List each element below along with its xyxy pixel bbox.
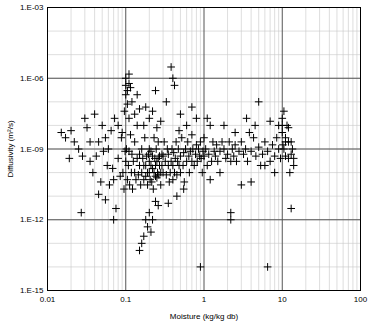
- svg-text:10: 10: [278, 295, 287, 304]
- svg-text:Moisture (kg/kg db): Moisture (kg/kg db): [170, 312, 239, 321]
- svg-text:0.01: 0.01: [40, 295, 56, 304]
- svg-text:1.E-09: 1.E-09: [20, 145, 44, 154]
- svg-text:Diffusivity (m²/s): Diffusivity (m²/s): [6, 120, 15, 178]
- svg-text:1.E-12: 1.E-12: [20, 215, 44, 224]
- svg-text:100: 100: [354, 295, 368, 304]
- svg-text:1.E-03: 1.E-03: [20, 3, 44, 12]
- svg-text:0.1: 0.1: [120, 295, 132, 304]
- svg-text:1: 1: [202, 295, 207, 304]
- svg-text:1.E-06: 1.E-06: [20, 74, 44, 83]
- svg-text:1.E-15: 1.E-15: [20, 286, 44, 295]
